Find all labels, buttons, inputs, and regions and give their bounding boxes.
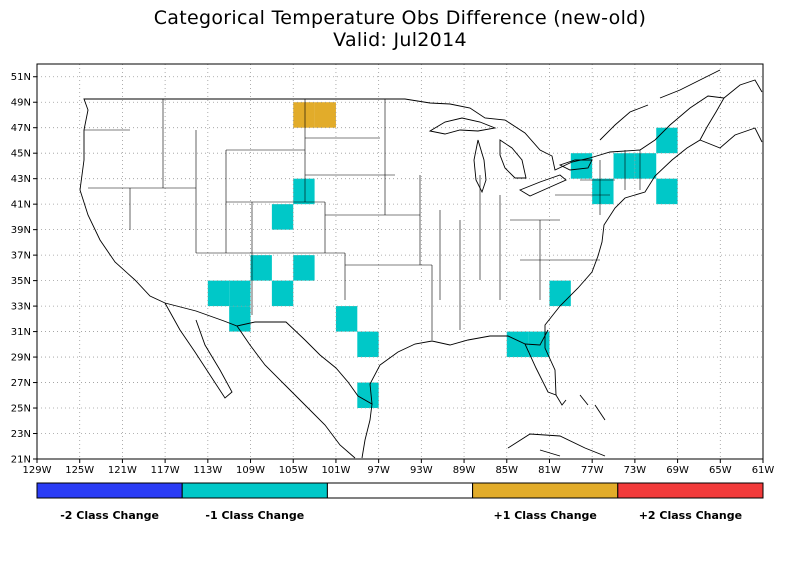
y-tick-label: 25N [11, 404, 31, 415]
x-tick-label: 129W [23, 465, 52, 476]
legend-swatch [472, 482, 619, 499]
y-tick-label: 23N [11, 429, 31, 440]
x-tick-label: 89W [453, 465, 476, 476]
x-tick-label: 117W [151, 465, 180, 476]
x-tick-label: 121W [108, 465, 137, 476]
anomaly-cell [293, 255, 315, 281]
lake-ontario [558, 159, 593, 171]
y-tick-label: 27N [11, 378, 31, 389]
canada-outline [599, 69, 763, 149]
y-tick-label: 35N [11, 276, 31, 287]
x-tick-label: 105W [279, 465, 308, 476]
legend-label: +1 Class Change [494, 509, 597, 522]
anomaly-cell [656, 127, 678, 154]
anomaly-cell [335, 306, 358, 332]
x-tick-label: 101W [321, 465, 350, 476]
x-tick-label: 109W [236, 465, 265, 476]
x-tick-label: 73W [624, 465, 647, 476]
plot-frame [36, 63, 764, 460]
lake-erie [518, 174, 567, 197]
anomaly-cell [207, 280, 230, 307]
lake-michigan [473, 139, 487, 194]
grid-lines [37, 64, 763, 459]
x-tick-label: 113W [193, 465, 222, 476]
mexico-baja [164, 302, 233, 399]
x-tick-label: 69W [666, 465, 689, 476]
cuba [507, 433, 606, 457]
legend-label: -2 Class Change [60, 509, 159, 522]
anomaly-cell [314, 102, 336, 128]
anomaly-cell [229, 306, 251, 332]
y-tick-label: 47N [11, 123, 31, 134]
anomaly-cell [271, 204, 294, 230]
bahamas [579, 394, 606, 421]
y-tick-label: 33N [11, 302, 31, 313]
x-tick-label: 125W [65, 465, 94, 476]
y-tick-label: 41N [11, 200, 31, 211]
y-tick-label: 39N [11, 225, 31, 236]
x-tick-label: 97W [367, 465, 390, 476]
map-title: Categorical Temperature Obs Difference (… [153, 7, 647, 29]
x-axis-ticks: 129W 125W 121W 117W 113W 109W 105W 101W 97W 93W 89… [23, 459, 775, 476]
anomaly-cell [229, 280, 251, 307]
x-tick-label: 65W [709, 465, 732, 476]
y-tick-label: 51N [11, 72, 31, 83]
anomaly-cell [293, 102, 315, 128]
legend-swatch [326, 482, 474, 499]
legend-swatch [36, 482, 183, 499]
y-axis-ticks: 21N 23N 25N 27N 29N 31N 33N 35N 37N 39N 41N 43N 45N 4… [11, 72, 37, 466]
mexico-mainland [236, 325, 373, 459]
anomaly-cell [549, 280, 571, 307]
legend-swatch [617, 482, 764, 499]
y-tick-label: 45N [11, 149, 31, 160]
x-tick-label: 93W [410, 465, 433, 476]
y-tick-label: 21N [11, 455, 31, 466]
legend-label: -1 Class Change [205, 509, 304, 522]
anomaly-cell [634, 153, 657, 179]
y-tick-label: 31N [11, 327, 31, 338]
anomaly-cell [592, 178, 614, 205]
anomaly-cells [207, 102, 678, 409]
map-outlines [79, 69, 763, 459]
florida [524, 329, 567, 406]
x-tick-label: 85W [495, 465, 518, 476]
map-subtitle: Valid: Jul2014 [333, 29, 467, 51]
y-tick-label: 29N [11, 353, 31, 364]
anomaly-cell [357, 382, 379, 409]
y-tick-label: 37N [11, 251, 31, 262]
y-tick-label: 49N [11, 98, 31, 109]
lake-superior [428, 117, 497, 135]
legend-swatch [181, 482, 328, 499]
anomaly-cell [357, 331, 379, 358]
y-tick-label: 43N [11, 174, 31, 185]
legend-labels: -2 Class Change -1 Class Change +1 Class C… [60, 509, 742, 522]
anomaly-cell [613, 153, 635, 179]
x-tick-label: 61W [752, 465, 775, 476]
x-tick-label: 81W [538, 465, 561, 476]
us-outline [79, 95, 725, 405]
state-borders [84, 99, 641, 340]
x-tick-label: 77W [581, 465, 604, 476]
legend-colorbar [36, 482, 764, 499]
legend-label: +2 Class Change [639, 509, 742, 522]
anomaly-cell [271, 280, 294, 307]
anomaly-cell [656, 178, 678, 205]
anomaly-cell [250, 255, 272, 281]
anomaly-cell [293, 178, 315, 205]
lake-huron [499, 139, 527, 179]
